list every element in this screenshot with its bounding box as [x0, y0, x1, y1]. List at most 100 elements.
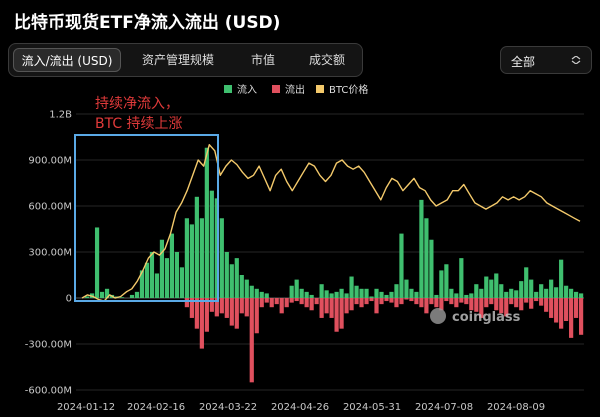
inflow-bar: [534, 291, 539, 298]
inflow-bar: [149, 252, 155, 298]
inflow-bar: [369, 296, 374, 298]
outflow-bar: [544, 298, 549, 312]
inflow-bar: [389, 291, 394, 298]
inflow-bar: [399, 233, 404, 298]
outflow-bar: [374, 298, 379, 314]
inflow-bar: [359, 288, 364, 298]
inflow-bar: [139, 270, 145, 298]
inflow-bar: [184, 218, 189, 298]
inflow-bar: [154, 273, 160, 298]
outflow-bar: [284, 298, 289, 308]
outflow-bar: [344, 298, 349, 314]
inflow-bar: [484, 276, 489, 298]
highlight-box: [74, 134, 219, 302]
outflow-bar: [359, 298, 364, 308]
inflow-bar: [504, 291, 509, 298]
outflow-bar: [574, 298, 579, 318]
outflow-bar: [349, 298, 354, 311]
inflow-bar: [474, 284, 479, 298]
inflow-bar: [264, 293, 269, 298]
inflow-bar: [469, 293, 474, 298]
inflow-bar: [329, 293, 334, 298]
outflow-bar: [539, 298, 544, 306]
inflow-bar: [579, 293, 584, 298]
inflow-bar: [414, 291, 419, 298]
tab-market-cap[interactable]: 市值: [250, 53, 275, 67]
inflow-bar: [454, 293, 459, 298]
inflow-bar: [169, 233, 175, 298]
inflow-bar: [234, 258, 239, 298]
btc-price-line: [81, 144, 581, 302]
outflow-bar: [504, 298, 509, 317]
inflow-bar: [174, 252, 180, 298]
inflow-bar: [159, 239, 165, 298]
tab-aum[interactable]: 资产管理规模: [141, 53, 214, 67]
inflow-bar: [129, 294, 135, 298]
outflow-bar: [254, 298, 259, 334]
inflow-bar: [84, 296, 90, 298]
inflow-bar: [94, 227, 100, 298]
inflow-bar: [344, 293, 349, 298]
outflow-bar: [424, 298, 429, 314]
inflow-bar: [524, 267, 529, 298]
flow-chart: 1.2B 900.00M 600.00M 300.00M 0 -300.00M -600.0…: [25, 83, 584, 413]
outflow-bar: [484, 298, 489, 308]
inflow-bar: [449, 288, 454, 298]
inflow-bar: [324, 290, 329, 298]
outflow-bar: [384, 298, 389, 302]
outflow-bar: [299, 298, 304, 305]
outflow-bar: [514, 298, 519, 308]
outflow-bar: [464, 298, 469, 305]
outflow-bar: [354, 298, 359, 305]
x-tick-label: 2024-04-26: [271, 402, 329, 413]
outflow-bar: [449, 298, 454, 305]
inflow-bar: [434, 294, 439, 298]
outflow-bar: [189, 298, 194, 318]
outflow-bar: [509, 298, 514, 305]
outflow-bar: [314, 298, 319, 305]
outflow-bar: [554, 298, 559, 323]
inflow-bar: [384, 294, 389, 298]
outflow-bar: [334, 298, 339, 332]
outflow-bar: [259, 298, 264, 308]
inflow-bar: [519, 281, 524, 298]
outflow-bar: [249, 298, 254, 383]
outflow-bar: [229, 298, 234, 326]
inflow-bar: [239, 275, 244, 298]
inflow-bar: [464, 294, 469, 298]
inflow-bar: [349, 276, 354, 298]
inflow-bar: [444, 264, 449, 298]
inflow-bar: [379, 291, 384, 298]
outflow-bar: [379, 298, 384, 305]
tab-volume[interactable]: 成交额: [308, 53, 345, 67]
legend-swatch: [316, 85, 324, 93]
outflow-bar: [369, 298, 374, 302]
inflow-bar: [194, 196, 199, 298]
outflow-bar: [319, 298, 324, 318]
inflow-bar: [404, 279, 409, 298]
legend-swatch: [272, 85, 280, 93]
inflow-bar: [439, 270, 444, 298]
x-tick-label: 2024-02-16: [127, 402, 185, 413]
inflow-bar: [309, 294, 314, 298]
inflow-bar: [424, 218, 429, 298]
outflow-bar: [209, 298, 214, 312]
outflow-bar: [289, 298, 294, 303]
inflow-bar: [429, 239, 434, 298]
inflow-bar: [334, 291, 339, 298]
x-tick-label: 2024-01-12: [57, 402, 115, 413]
range-select[interactable]: 全部: [500, 46, 592, 74]
tab-flow[interactable]: 流入/流出 (USD): [13, 48, 121, 72]
inflow-bar: [199, 218, 204, 298]
legend-swatch: [224, 85, 232, 93]
outflow-bar: [529, 298, 534, 309]
y-tick-label: -300.00M: [25, 340, 72, 351]
outflow-bar: [394, 298, 399, 308]
outflow-bar: [294, 298, 299, 302]
outflow-bar: [234, 298, 239, 329]
range-select-value: 全部: [511, 55, 536, 69]
outflow-bar: [399, 298, 404, 305]
inflow-bar: [294, 279, 299, 298]
inflow-bar: [304, 291, 309, 298]
outflow-bar: [269, 298, 274, 308]
